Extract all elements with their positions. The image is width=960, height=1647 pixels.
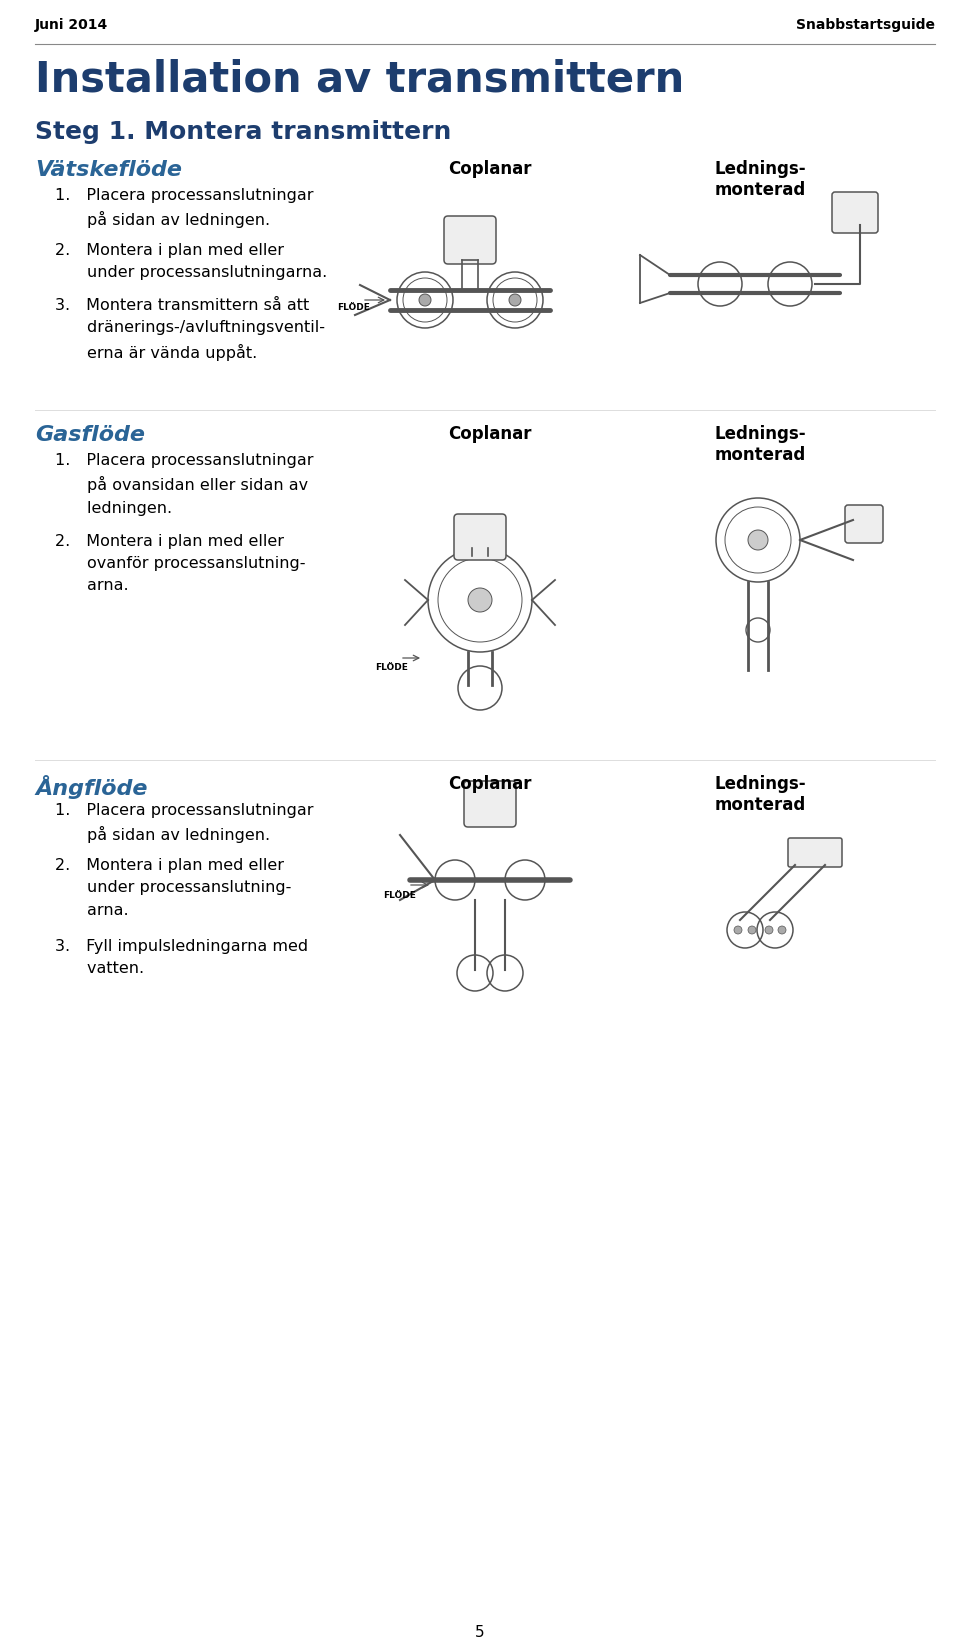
Text: 2. Montera i plan med eller
  under processanslutning-
  arna.: 2. Montera i plan med eller under proces… bbox=[55, 858, 292, 917]
Text: 5: 5 bbox=[475, 1626, 485, 1640]
Text: Coplanar: Coplanar bbox=[448, 776, 532, 792]
FancyBboxPatch shape bbox=[454, 514, 506, 560]
Text: FLÖDE: FLÖDE bbox=[338, 303, 371, 311]
Text: Ångflöde: Ångflöde bbox=[35, 776, 148, 799]
Text: Steg 1. Montera transmittern: Steg 1. Montera transmittern bbox=[35, 120, 451, 143]
Text: 1. Placera processanslutningar
  på sidan av ledningen.: 1. Placera processanslutningar på sidan … bbox=[55, 804, 314, 843]
Text: Coplanar: Coplanar bbox=[448, 160, 532, 178]
Text: Juni 2014: Juni 2014 bbox=[35, 18, 108, 31]
Text: Lednings-
monterad: Lednings- monterad bbox=[714, 425, 805, 464]
FancyBboxPatch shape bbox=[845, 506, 883, 544]
Text: Vätskeflöde: Vätskeflöde bbox=[35, 160, 182, 180]
Text: 3. Montera transmittern så att
  dränerings-/avluftningsventil-
  erna är vända : 3. Montera transmittern så att dränering… bbox=[55, 298, 325, 361]
Circle shape bbox=[509, 295, 521, 306]
FancyBboxPatch shape bbox=[788, 838, 842, 866]
Text: Installation av transmittern: Installation av transmittern bbox=[35, 58, 684, 100]
Text: 1. Placera processanslutningar
  på ovansidan eller sidan av
  ledningen.: 1. Placera processanslutningar på ovansi… bbox=[55, 453, 314, 516]
Text: Lednings-
monterad: Lednings- monterad bbox=[714, 776, 805, 814]
Text: Snabbstartsguide: Snabbstartsguide bbox=[796, 18, 935, 31]
Text: 2. Montera i plan med eller
  ovanför processanslutning-
  arna.: 2. Montera i plan med eller ovanför proc… bbox=[55, 534, 305, 593]
Text: FLÖDE: FLÖDE bbox=[384, 891, 417, 899]
Text: Gasflöde: Gasflöde bbox=[35, 425, 145, 445]
FancyBboxPatch shape bbox=[444, 216, 496, 264]
Text: 2. Montera i plan med eller
  under processanslutningarna.: 2. Montera i plan med eller under proces… bbox=[55, 244, 327, 280]
FancyBboxPatch shape bbox=[832, 193, 878, 232]
Circle shape bbox=[778, 926, 786, 934]
Text: Lednings-
monterad: Lednings- monterad bbox=[714, 160, 805, 199]
Circle shape bbox=[765, 926, 773, 934]
Text: 3. Fyll impulsledningarna med
  vatten.: 3. Fyll impulsledningarna med vatten. bbox=[55, 939, 308, 977]
Text: Coplanar: Coplanar bbox=[448, 425, 532, 443]
Text: FLÖDE: FLÖDE bbox=[375, 664, 408, 672]
Text: 1. Placera processanslutningar
  på sidan av ledningen.: 1. Placera processanslutningar på sidan … bbox=[55, 188, 314, 229]
FancyBboxPatch shape bbox=[464, 781, 516, 827]
Circle shape bbox=[468, 588, 492, 613]
Circle shape bbox=[748, 926, 756, 934]
Circle shape bbox=[734, 926, 742, 934]
Circle shape bbox=[419, 295, 431, 306]
Circle shape bbox=[748, 530, 768, 550]
